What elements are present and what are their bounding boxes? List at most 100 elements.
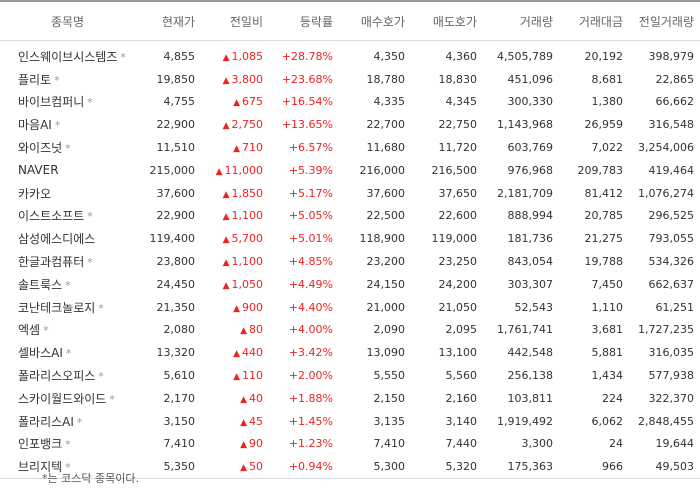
stock-name-cell[interactable]: 플리토 * (0, 68, 135, 91)
stock-name-cell[interactable]: 폴라리스AI * (0, 410, 135, 433)
change-cell: ▲ 110 (201, 364, 269, 387)
table-row[interactable]: 카카오 37,600 ▲ 1,850 +5.17% 37,600 37,650 2,181,7… (0, 182, 700, 205)
table-row[interactable]: 바이브컴퍼니 * 4,755 ▲ 675 +16.54% 4,335 4,345 300,330… (0, 91, 700, 114)
rate-cell-value: +5.05% (288, 209, 333, 223)
stock-name-link[interactable]: 와이즈넛 (18, 141, 63, 156)
stock-name-link[interactable]: 삼성에스디에스 (18, 232, 96, 247)
table-row[interactable]: 이스트소프트 * 22,900 ▲ 1,100 +5.05% 22,500 22,600 888… (0, 205, 700, 228)
stock-name-cell[interactable]: 카카오 (0, 182, 135, 205)
table-row[interactable]: 와이즈넛 * 11,510 ▲ 710 +6.57% 11,680 11,720 603,769… (0, 136, 700, 159)
up-arrow-icon: ▲ (222, 235, 230, 246)
stock-name-cell[interactable]: NAVER (0, 159, 135, 182)
stock-name-link[interactable]: 스카이월드와이드 (18, 391, 107, 406)
header-rate[interactable]: 등락률 (269, 0, 339, 41)
table-row[interactable]: 엑셈 * 2,080 ▲ 80 +4.00% 2,090 2,095 1,761,741 3,68… (0, 319, 700, 342)
table-row[interactable]: 코난테크놀로지 * 21,350 ▲ 900 +4.40% 21,000 21,050 52,5… (0, 296, 700, 319)
volume-cell: 888,994 (483, 205, 559, 228)
stock-name-cell[interactable]: 솔트룩스 * (0, 273, 135, 296)
stock-name-link[interactable]: 엑셈 (18, 323, 41, 338)
stock-name-link[interactable]: 이스트소프트 (18, 209, 85, 224)
amount-cell: 19,788 (559, 250, 629, 273)
rate-cell-value: +4.85% (288, 255, 333, 269)
table-row[interactable]: 인스웨이브시스템즈 * 4,855 ▲ 1,085 +28.78% 4,350 4,360 4,… (0, 41, 700, 68)
ask-cell: 11,720 (411, 136, 483, 159)
stock-name-cell[interactable]: 삼성에스디에스 (0, 227, 135, 250)
header-name[interactable]: 종목명 (0, 0, 135, 41)
table-row[interactable]: NAVER 215,000 ▲ 11,000 +5.39% 216,000 216,500 9… (0, 159, 700, 182)
rate-cell-value: +1.88% (288, 391, 333, 405)
stock-name-cell[interactable]: 스카이월드와이드 * (0, 387, 135, 410)
prev-volume-cell: 66,662 (629, 91, 700, 114)
header-bid[interactable]: 매수호가 (339, 0, 411, 41)
stock-name-link[interactable]: 코난테크놀로지 (18, 300, 96, 315)
change-cell: ▲ 1,850 (201, 182, 269, 205)
ask-cell-value: 37,650 (438, 186, 478, 200)
up-arrow-icon: ▲ (222, 258, 230, 269)
stock-name-cell[interactable]: 마음AI * (0, 113, 135, 136)
stock-name-link[interactable]: 한글과컴퓨터 (18, 255, 85, 270)
rate-cell: +5.05% (269, 205, 339, 228)
kosdaq-mark: * (98, 301, 104, 315)
table-row[interactable]: 브리지텍 * 5,350 ▲ 50 +0.94% 5,300 5,320 175,363 966 4… (0, 455, 700, 480)
change-cell-value: 1,100 (231, 255, 264, 269)
stock-name-link[interactable]: 셀바스AI (18, 346, 63, 361)
header-change[interactable]: 전일비 (201, 0, 269, 41)
table-row[interactable]: 솔트룩스 * 24,450 ▲ 1,050 +4.49% 24,150 24,200 303,3… (0, 273, 700, 296)
up-arrow-icon: ▲ (240, 394, 247, 405)
stock-name-link[interactable]: 폴라리스오피스 (18, 369, 96, 384)
table-row[interactable]: 한글과컴퓨터 * 23,800 ▲ 1,100 +4.85% 23,200 23,250 843… (0, 250, 700, 273)
stock-name-link[interactable]: 플리토 (18, 72, 52, 87)
stock-name-link[interactable]: 인스웨이브시스템즈 (18, 49, 118, 64)
kosdaq-mark: * (98, 370, 104, 384)
header-price[interactable]: 현재가 (135, 0, 201, 41)
stock-table-container: 종목명 현재가 전일비 등락률 매수호가 매도호가 거래량 거래대금 전일거래량… (0, 0, 700, 480)
stock-name-cell[interactable]: 바이브컴퍼니 * (0, 91, 135, 114)
table-row[interactable]: 폴라리스AI * 3,150 ▲ 45 +1.45% 3,135 3,140 1,919,492… (0, 410, 700, 433)
stock-name-cell[interactable]: 코난테크놀로지 * (0, 296, 135, 319)
ask-cell: 5,560 (411, 364, 483, 387)
stock-name-link[interactable]: 인포뱅크 (18, 437, 63, 452)
bid-cell: 37,600 (339, 182, 411, 205)
stock-name-link[interactable]: 바이브컴퍼니 (18, 95, 85, 110)
rate-cell-value: +6.57% (288, 141, 333, 155)
table-row[interactable]: 플리토 * 19,850 ▲ 3,800 +23.68% 18,780 18,830 451,0… (0, 68, 700, 91)
volume-cell: 976,968 (483, 159, 559, 182)
header-volume[interactable]: 거래량 (483, 0, 559, 41)
rate-cell: +1.45% (269, 410, 339, 433)
stock-name-cell[interactable]: 셀바스AI * (0, 341, 135, 364)
table-row[interactable]: 스카이월드와이드 * 2,170 ▲ 40 +1.88% 2,150 2,160 103,811… (0, 387, 700, 410)
header-amount[interactable]: 거래대금 (559, 0, 629, 41)
bid-cell: 22,700 (339, 113, 411, 136)
header-ask[interactable]: 매도호가 (411, 0, 483, 41)
stock-name-cell[interactable]: 한글과컴퓨터 * (0, 250, 135, 273)
table-row[interactable]: 폴라리스오피스 * 5,610 ▲ 110 +2.00% 5,550 5,560 256,138… (0, 364, 700, 387)
volume-cell: 303,307 (483, 273, 559, 296)
volume-cell: 451,096 (483, 68, 559, 91)
volume-cell-value: 52,543 (514, 300, 554, 314)
stock-name-link[interactable]: 카카오 (18, 186, 52, 201)
header-prev-volume[interactable]: 전일거래량 (629, 0, 700, 41)
kosdaq-mark: * (65, 278, 71, 292)
prev-volume-cell-value: 19,644 (655, 437, 695, 451)
amount-cell-value: 3,681 (591, 323, 624, 337)
stock-name-link[interactable]: 마음AI (18, 118, 52, 133)
up-arrow-icon: ▲ (240, 326, 247, 337)
stock-name-cell[interactable]: 와이즈넛 * (0, 136, 135, 159)
stock-name-cell[interactable]: 이스트소프트 * (0, 205, 135, 228)
stock-name-cell[interactable]: 엑셈 * (0, 319, 135, 342)
table-row[interactable]: 셀바스AI * 13,320 ▲ 440 +3.42% 13,090 13,100 442,54… (0, 341, 700, 364)
stock-name-link[interactable]: 브리지텍 (18, 460, 63, 475)
price-cell-value: 2,080 (163, 323, 196, 337)
stock-name-cell[interactable]: 인스웨이브시스템즈 * (0, 41, 135, 68)
stock-name-cell[interactable]: 인포뱅크 * (0, 433, 135, 456)
stock-name-cell[interactable]: 폴라리스오피스 * (0, 364, 135, 387)
table-row[interactable]: 인포뱅크 * 7,410 ▲ 90 +1.23% 7,410 7,440 3,300 24 19,6… (0, 433, 700, 456)
stock-name-link[interactable]: NAVER (18, 163, 59, 178)
table-row[interactable]: 삼성에스디에스 119,400 ▲ 5,700 +5.01% 118,900 119,000… (0, 227, 700, 250)
stock-name-link[interactable]: 솔트룩스 (18, 277, 63, 292)
stock-name-link[interactable]: 폴라리스AI (18, 414, 74, 429)
price-cell-value: 3,150 (163, 414, 196, 428)
stock-name-cell[interactable]: 브리지텍 * (0, 455, 135, 480)
table-row[interactable]: 마음AI * 22,900 ▲ 2,750 +13.65% 22,700 22,750 1,14… (0, 113, 700, 136)
ask-cell: 216,500 (411, 159, 483, 182)
